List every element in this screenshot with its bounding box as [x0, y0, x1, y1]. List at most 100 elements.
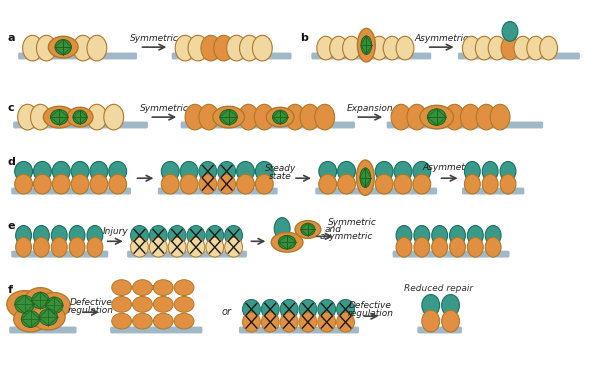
Ellipse shape	[73, 110, 87, 124]
Ellipse shape	[18, 104, 37, 130]
Ellipse shape	[262, 300, 279, 319]
Ellipse shape	[485, 237, 501, 257]
Text: Symmetric: Symmetric	[140, 104, 189, 113]
Ellipse shape	[15, 225, 31, 245]
Text: Asymmetric: Asymmetric	[415, 34, 468, 43]
Ellipse shape	[482, 161, 498, 181]
Ellipse shape	[33, 237, 49, 257]
Ellipse shape	[214, 35, 234, 61]
Ellipse shape	[33, 174, 52, 194]
FancyBboxPatch shape	[9, 327, 76, 334]
Ellipse shape	[280, 300, 298, 319]
Ellipse shape	[52, 225, 67, 245]
Ellipse shape	[273, 110, 288, 124]
Text: Asymmetric: Asymmetric	[423, 163, 477, 172]
Ellipse shape	[383, 36, 401, 60]
Ellipse shape	[31, 305, 65, 330]
Ellipse shape	[318, 312, 336, 332]
Ellipse shape	[133, 280, 152, 296]
Ellipse shape	[149, 225, 167, 245]
Ellipse shape	[49, 36, 78, 58]
Ellipse shape	[337, 161, 355, 181]
Text: Reduced repair: Reduced repair	[404, 284, 473, 293]
Ellipse shape	[33, 161, 52, 181]
Ellipse shape	[154, 296, 173, 312]
Ellipse shape	[254, 104, 274, 130]
Text: regulation: regulation	[68, 306, 114, 315]
Ellipse shape	[445, 104, 464, 130]
Ellipse shape	[109, 174, 127, 194]
Ellipse shape	[199, 104, 219, 130]
Ellipse shape	[396, 237, 412, 257]
Ellipse shape	[161, 161, 179, 181]
Ellipse shape	[130, 237, 148, 257]
Ellipse shape	[315, 104, 334, 130]
Ellipse shape	[104, 104, 123, 130]
FancyBboxPatch shape	[387, 122, 543, 129]
Ellipse shape	[413, 161, 431, 181]
Ellipse shape	[15, 161, 33, 181]
Text: Expansion: Expansion	[347, 104, 394, 113]
Ellipse shape	[87, 237, 103, 257]
Ellipse shape	[428, 109, 446, 125]
Ellipse shape	[225, 237, 243, 257]
Ellipse shape	[413, 174, 431, 194]
Ellipse shape	[490, 104, 510, 130]
Text: Symmetric: Symmetric	[130, 34, 178, 43]
Ellipse shape	[442, 295, 460, 316]
FancyBboxPatch shape	[110, 327, 202, 334]
Ellipse shape	[50, 110, 68, 125]
Ellipse shape	[109, 161, 127, 181]
Ellipse shape	[180, 174, 198, 194]
Ellipse shape	[69, 225, 85, 245]
Ellipse shape	[87, 104, 107, 130]
Ellipse shape	[46, 297, 63, 314]
Ellipse shape	[237, 161, 254, 181]
Ellipse shape	[71, 161, 89, 181]
Ellipse shape	[414, 225, 430, 245]
Ellipse shape	[476, 36, 493, 60]
FancyBboxPatch shape	[172, 52, 292, 59]
Ellipse shape	[464, 174, 480, 194]
Ellipse shape	[187, 225, 205, 245]
Ellipse shape	[361, 36, 372, 54]
FancyBboxPatch shape	[315, 188, 437, 195]
Ellipse shape	[407, 104, 427, 130]
Text: b: b	[300, 33, 308, 43]
Text: regulation: regulation	[347, 309, 393, 318]
Ellipse shape	[271, 232, 303, 252]
FancyBboxPatch shape	[181, 122, 355, 129]
Ellipse shape	[527, 36, 544, 60]
Ellipse shape	[7, 291, 43, 318]
FancyBboxPatch shape	[417, 327, 462, 334]
Text: Symmetric: Symmetric	[328, 218, 377, 227]
Ellipse shape	[391, 104, 411, 130]
Ellipse shape	[31, 292, 49, 309]
Ellipse shape	[243, 300, 260, 319]
Ellipse shape	[464, 161, 480, 181]
Ellipse shape	[285, 104, 305, 130]
Ellipse shape	[467, 237, 483, 257]
Ellipse shape	[133, 296, 152, 312]
Text: and: and	[325, 225, 342, 234]
Ellipse shape	[206, 225, 224, 245]
Ellipse shape	[206, 237, 224, 257]
Ellipse shape	[52, 237, 67, 257]
Ellipse shape	[43, 106, 75, 128]
Ellipse shape	[319, 174, 337, 194]
Ellipse shape	[23, 35, 43, 61]
Ellipse shape	[21, 311, 40, 327]
Ellipse shape	[174, 280, 194, 296]
Ellipse shape	[396, 36, 414, 60]
Ellipse shape	[111, 296, 132, 312]
Ellipse shape	[36, 35, 56, 61]
Ellipse shape	[337, 312, 355, 332]
Ellipse shape	[240, 35, 259, 61]
Ellipse shape	[295, 220, 321, 238]
Ellipse shape	[300, 104, 320, 130]
Ellipse shape	[90, 161, 108, 181]
Ellipse shape	[278, 235, 296, 249]
Ellipse shape	[274, 218, 290, 239]
FancyBboxPatch shape	[158, 188, 278, 195]
Ellipse shape	[227, 35, 247, 61]
